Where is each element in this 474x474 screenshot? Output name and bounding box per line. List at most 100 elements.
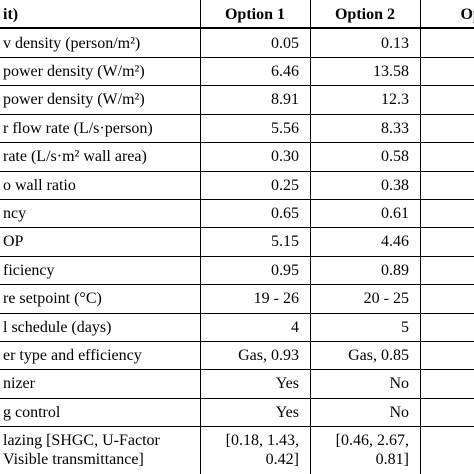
header-cell: Option 1 xyxy=(200,0,310,28)
value-cell: 2 xyxy=(420,285,474,313)
cell-text: Gas, 0.85 xyxy=(348,347,409,365)
cell-text: power density (W/m²) xyxy=(3,63,145,81)
value-cell: [0.18, 1.43, 0.42] xyxy=(200,427,310,473)
column-rule xyxy=(310,0,311,474)
row-label: re setpoint (°C) xyxy=(0,285,200,313)
row-label: ficiency xyxy=(0,256,200,284)
cell-text: 0.65 xyxy=(271,205,299,223)
row-rule xyxy=(0,113,474,115)
value-cell xyxy=(420,171,474,199)
cell-text: 0.13 xyxy=(381,34,409,52)
cell-text: nizer xyxy=(3,375,35,393)
value-cell: 13.58 xyxy=(310,57,420,85)
value-cell xyxy=(420,313,474,341)
cell-text: 8.33 xyxy=(381,119,409,137)
cell-text: Gas, 0.93 xyxy=(238,347,299,365)
cell-text: 0.30 xyxy=(271,148,299,166)
cell-text: 0.58 xyxy=(381,148,409,166)
value-cell xyxy=(420,199,474,227)
value-cell: No xyxy=(310,370,420,398)
cell-text: lazing [SHGC, U-Factor xyxy=(3,431,160,449)
row-label: OP xyxy=(0,228,200,256)
value-cell: Gas, 0.85 xyxy=(310,341,420,369)
row-label: power density (W/m²) xyxy=(0,57,200,85)
cell-text: power density (W/m²) xyxy=(3,91,145,109)
value-cell: Gas xyxy=(420,341,474,369)
cell-text: o wall ratio xyxy=(3,176,76,194)
value-cell: Yes xyxy=(200,398,310,426)
value-cell: No xyxy=(310,398,420,426)
cell-text: Yes xyxy=(275,403,299,421)
cell-text: 12.3 xyxy=(381,91,409,109)
header-rule xyxy=(0,27,474,29)
column-rule xyxy=(420,0,421,474)
row-rule xyxy=(0,170,474,172)
row-label: l schedule (days) xyxy=(0,313,200,341)
row-rule xyxy=(0,397,474,399)
row-label: ncy xyxy=(0,199,200,227)
cell-text: 0.95 xyxy=(271,261,299,279)
value-cell xyxy=(420,57,474,85)
row-label: r flow rate (L/s·person) xyxy=(0,114,200,142)
cell-text: 19 - 26 xyxy=(253,290,299,308)
value-cell: 4.46 xyxy=(310,228,420,256)
cell-text: [0.46, 2.67, xyxy=(335,431,409,449)
value-cell: 12.3 xyxy=(310,86,420,114)
cell-text: 20 - 25 xyxy=(363,290,409,308)
cell-text: 0.05 xyxy=(271,34,299,52)
value-cell: Gas, 0.93 xyxy=(200,341,310,369)
cell-text: No xyxy=(389,403,409,421)
row-label: lazing [SHGC, U-Factor Visible transmitta… xyxy=(0,427,200,473)
cell-text: 4.46 xyxy=(381,233,409,251)
row-rule xyxy=(0,312,474,314)
row-rule xyxy=(0,227,474,229)
cell-text: v density (person/m²) xyxy=(3,34,141,52)
header-cell: Optio xyxy=(420,0,474,28)
header-text: Option 2 xyxy=(334,5,395,23)
column-rule xyxy=(200,0,201,474)
value-cell: [0.61, xyxy=(420,427,474,473)
cell-text: 13.58 xyxy=(373,63,409,81)
cell-text: 5 xyxy=(401,318,409,336)
cell-text: 0.42] xyxy=(265,450,299,468)
row-rule xyxy=(0,85,474,87)
row-label: nizer xyxy=(0,370,200,398)
row-rule xyxy=(0,369,474,371)
value-cell: 0.13 xyxy=(310,29,420,57)
value-cell xyxy=(420,114,474,142)
value-cell: [0.46, 2.67, 0.81] xyxy=(310,427,420,473)
header-cell: it) xyxy=(0,0,200,28)
header-text: Option 1 xyxy=(224,5,285,23)
row-rule xyxy=(0,340,474,342)
cell-text: 0.38 xyxy=(381,176,409,194)
value-cell: 0.25 xyxy=(200,171,310,199)
value-cell: 0.65 xyxy=(200,199,310,227)
cell-text: re setpoint (°C) xyxy=(3,290,102,308)
value-cell: 0.30 xyxy=(200,143,310,171)
cell-text: 5.56 xyxy=(271,119,299,137)
value-cell: 0.95 xyxy=(200,256,310,284)
value-cell: 5.15 xyxy=(200,228,310,256)
value-cell: 5.56 xyxy=(200,114,310,142)
value-cell: 20 - 25 xyxy=(310,285,420,313)
row-label: power density (W/m²) xyxy=(0,86,200,114)
cell-text: er type and efficiency xyxy=(3,347,142,365)
value-cell xyxy=(420,143,474,171)
row-label: rate (L/s·m² wall area) xyxy=(0,143,200,171)
cell-text: 0.61 xyxy=(381,205,409,223)
cell-text: 4 xyxy=(291,318,299,336)
cell-text: OP xyxy=(3,233,24,251)
row-rule xyxy=(0,284,474,286)
value-cell: Yes xyxy=(200,370,310,398)
row-label: v density (person/m²) xyxy=(0,29,200,57)
cell-text: 6.46 xyxy=(271,63,299,81)
value-cell xyxy=(420,370,474,398)
cell-text: r flow rate (L/s·person) xyxy=(3,119,153,137)
row-rule xyxy=(0,198,474,200)
row-rule xyxy=(0,255,474,257)
cell-text: 0.25 xyxy=(271,176,299,194)
cell-text: Visible transmittance] xyxy=(3,450,144,468)
row-label: o wall ratio xyxy=(0,171,200,199)
value-cell xyxy=(420,228,474,256)
